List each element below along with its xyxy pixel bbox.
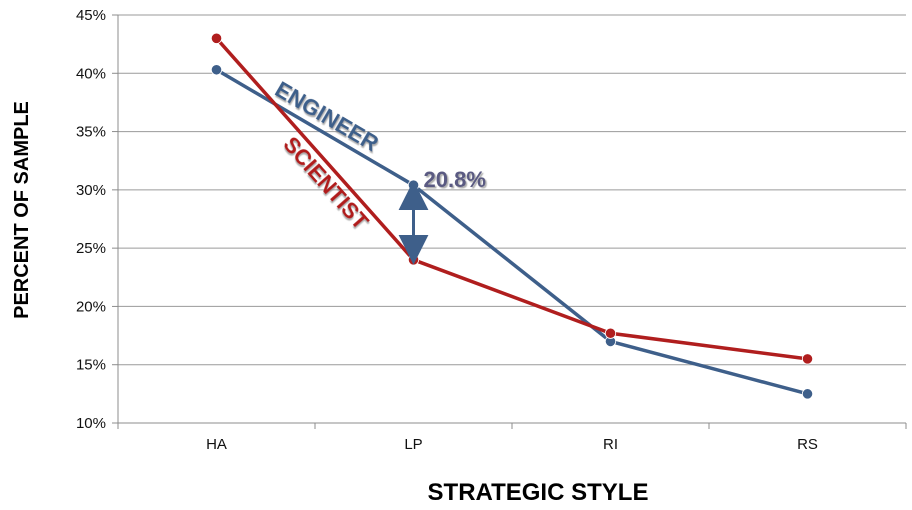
series-line-engineer: [215, 68, 808, 396]
x-tick-label: LP: [404, 436, 422, 453]
x-tick-label: RI: [603, 436, 618, 453]
gap-annotation: 20.8%: [424, 167, 486, 192]
gridlines: [118, 14, 906, 366]
x-tick-label: RS: [797, 436, 818, 453]
y-tick-label: 40%: [76, 65, 106, 82]
y-tick-label: 15%: [76, 357, 106, 374]
x-tick-label: HA: [206, 436, 227, 453]
data-point-engineer: [801, 388, 814, 400]
data-point-engineer: [407, 179, 420, 191]
x-tick-labels: HA LP RI RS: [206, 436, 818, 453]
data-point-engineer: [210, 64, 223, 76]
y-axis-title: PERCENT OF SAMPLE: [11, 101, 33, 319]
axes: [112, 14, 907, 429]
y-tick-label: 30%: [76, 182, 106, 199]
y-tick-label: 10%: [76, 415, 106, 432]
y-tick-labels: 10% 15% 20% 25% 30% 35% 40% 45%: [76, 7, 106, 432]
data-point-scientist: [801, 353, 814, 365]
data-point-scientist: [407, 254, 420, 266]
series-lines: [210, 32, 814, 400]
y-tick-label: 25%: [76, 240, 106, 257]
data-point-scientist: [604, 327, 617, 339]
y-tick-label: 20%: [76, 298, 106, 315]
y-tick-label: 45%: [76, 7, 106, 24]
x-axis-title: STRATEGIC STYLE: [428, 479, 649, 506]
data-point-scientist: [210, 32, 223, 44]
series-line-scientist: [215, 37, 808, 361]
y-tick-label: 35%: [76, 124, 106, 141]
